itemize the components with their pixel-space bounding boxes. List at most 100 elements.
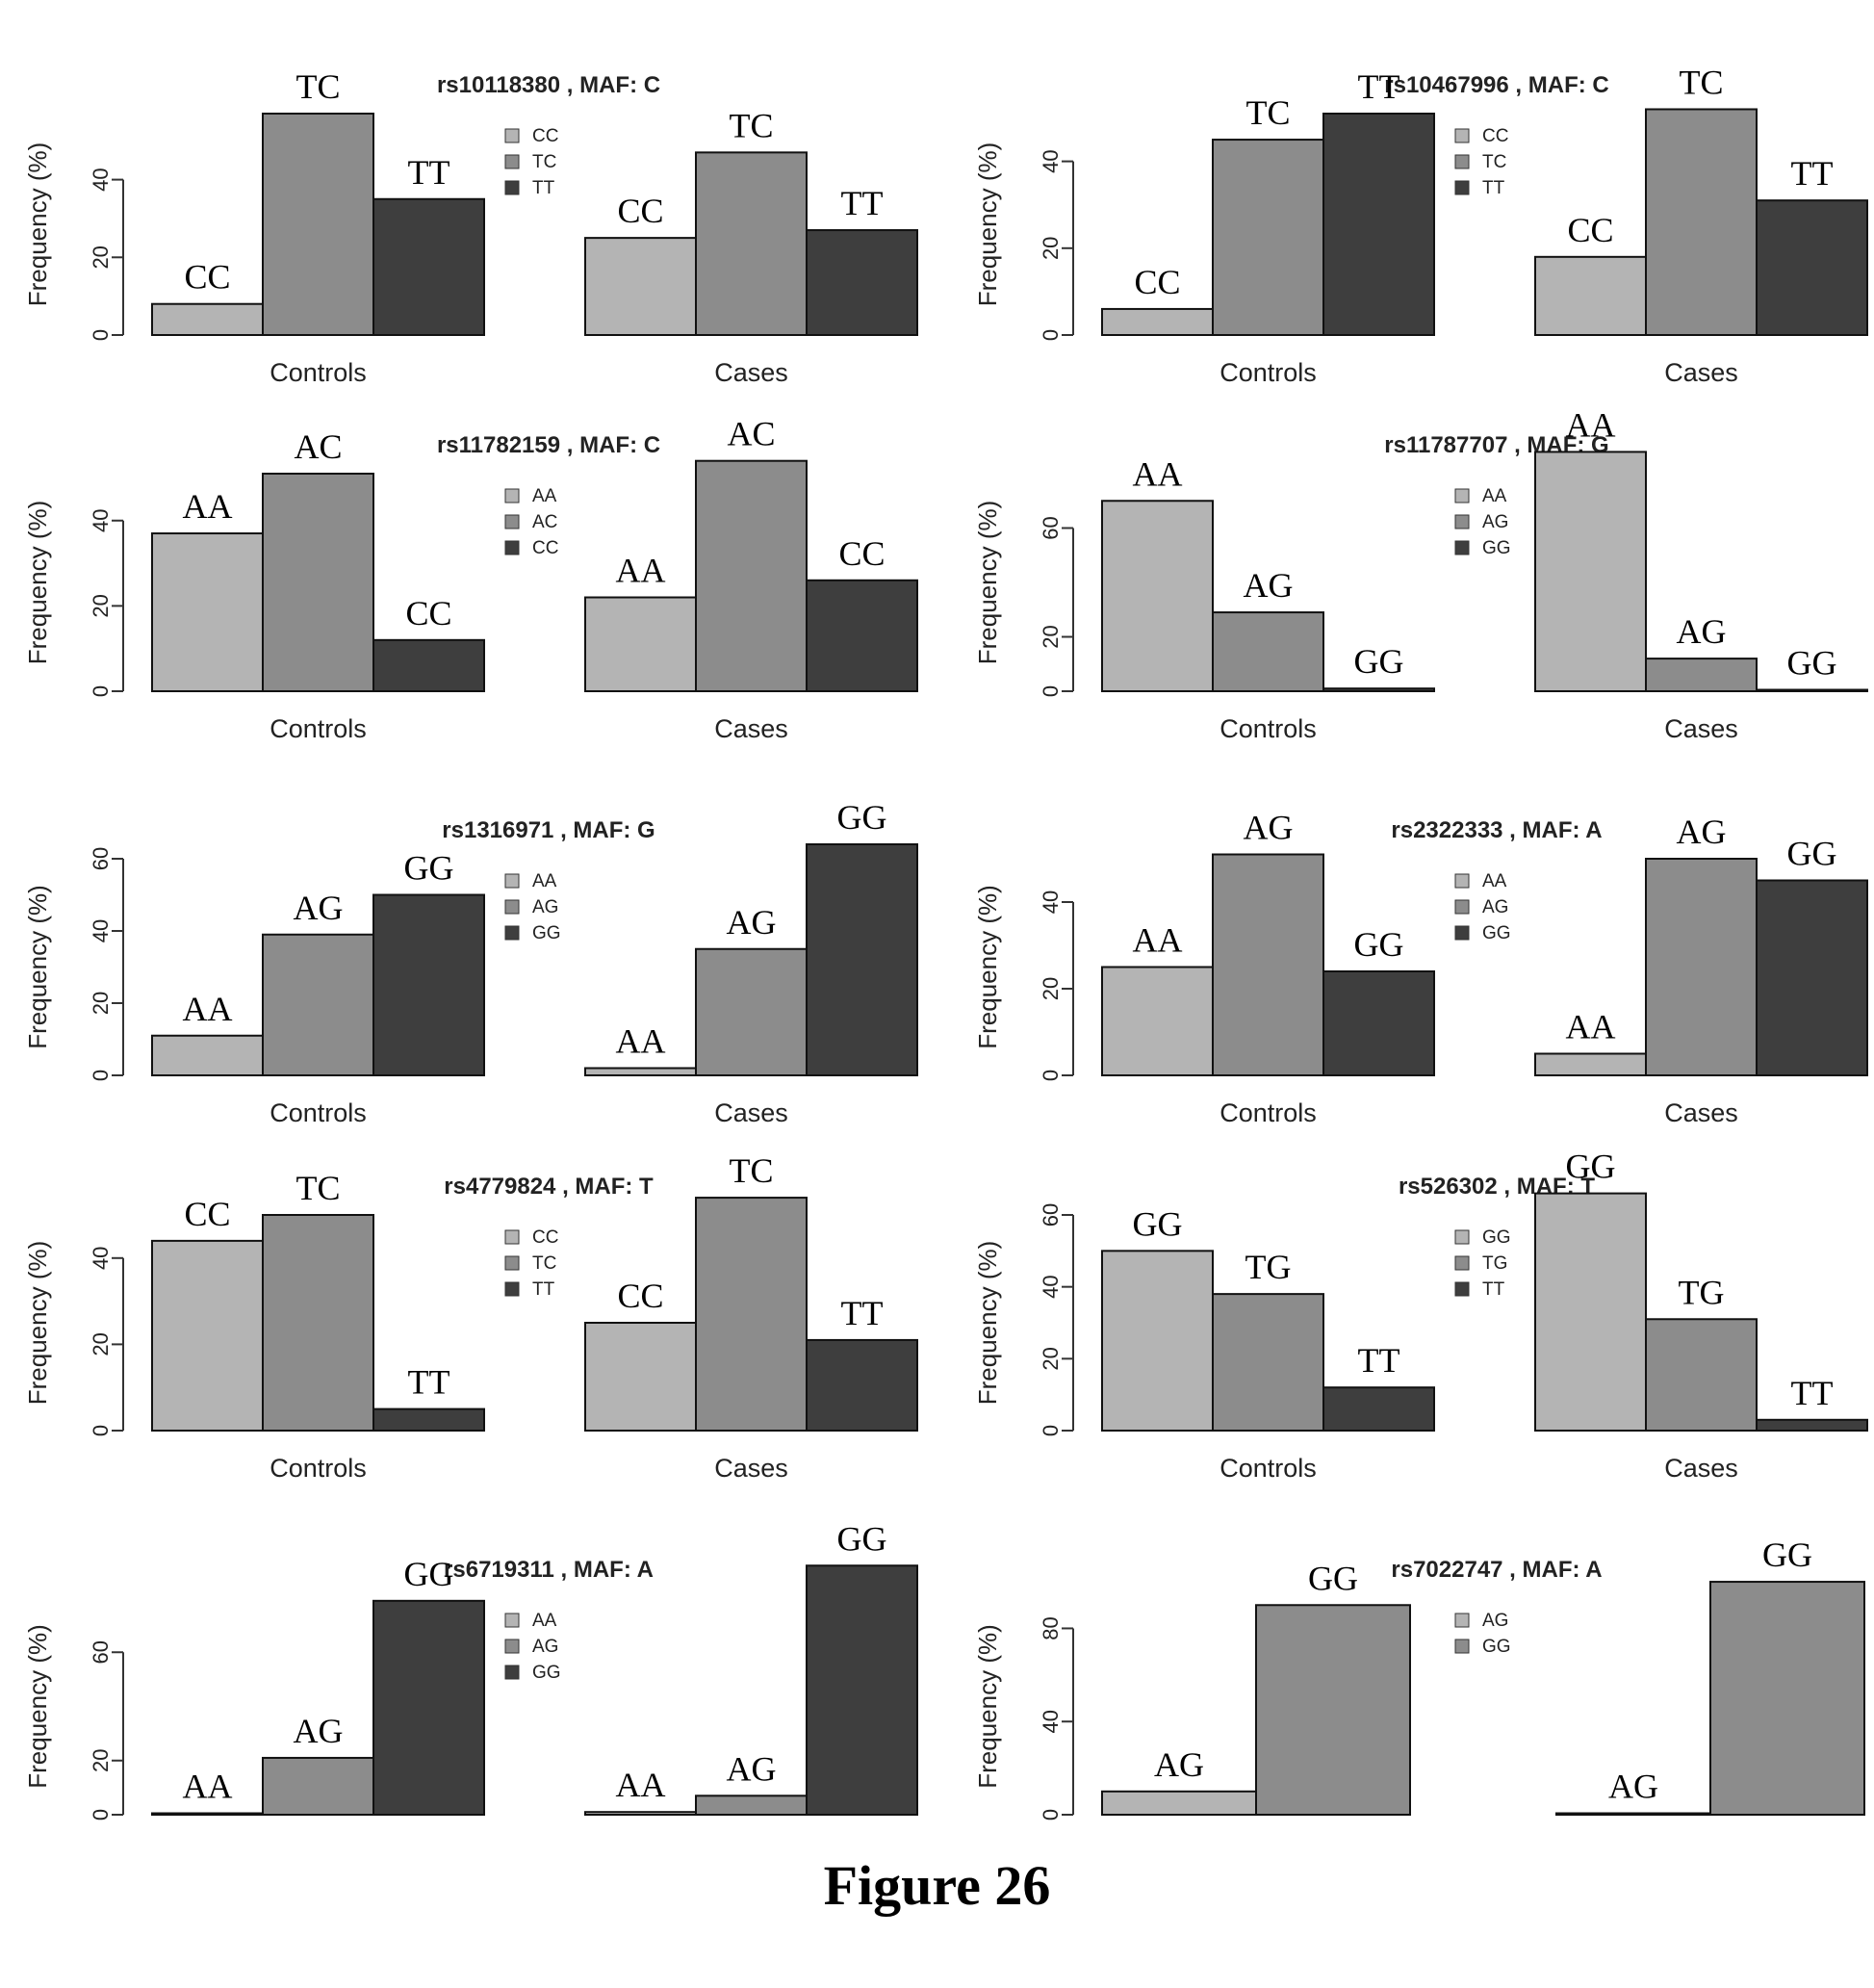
bar	[806, 843, 918, 1076]
bar	[151, 1239, 264, 1432]
bar-label: TC	[729, 1151, 773, 1190]
y-tick-label: 20	[89, 1749, 113, 1772]
y-axis-title: Frequency (%)	[973, 885, 1002, 1049]
bar	[806, 579, 918, 692]
bar	[584, 1322, 697, 1432]
y-tick-label: 60	[1039, 516, 1063, 539]
chart-panel-10: 0 40 80 Frequency (%) rs7022747 , MAF: A AG GG…	[973, 1536, 1865, 1820]
bar	[262, 1756, 374, 1816]
y-tick-label: 20	[1039, 625, 1063, 648]
legend-item-label: TC	[532, 1253, 556, 1274]
y-tick-label: 0	[1039, 329, 1063, 341]
bar-label: AA	[616, 1022, 666, 1061]
y-tick-label: 0	[1039, 685, 1063, 697]
bar-label: AC	[727, 415, 775, 453]
bar	[1534, 1052, 1647, 1076]
bar	[372, 893, 485, 1076]
legend-swatch	[1454, 899, 1470, 915]
bar-label: TG	[1679, 1273, 1725, 1311]
legend-item-label: AA	[532, 486, 557, 506]
bar	[262, 933, 374, 1076]
y-tick-label: 60	[89, 847, 113, 870]
bar-label: CC	[184, 258, 230, 297]
bar	[1555, 1812, 1711, 1816]
y-tick-label: 80	[1039, 1616, 1063, 1639]
y-tick-label: 20	[1039, 977, 1063, 1000]
bar-label: AA	[1133, 454, 1183, 493]
x-category-label: Cases	[714, 1454, 788, 1483]
y-axis-title: Frequency (%)	[973, 501, 1002, 665]
y-axis-title: Frequency (%)	[973, 142, 1002, 307]
y-tick-label: 0	[89, 329, 113, 341]
bar	[806, 1338, 918, 1433]
legend-swatch	[1454, 1613, 1470, 1628]
legend-item-label: CC	[532, 126, 558, 146]
bar	[262, 1214, 374, 1432]
bar-label: GG	[1354, 642, 1404, 681]
legend-item-label: CC	[1482, 126, 1508, 146]
legend-swatch	[504, 925, 520, 941]
x-category-label: Cases	[1664, 358, 1738, 387]
bar	[151, 1812, 264, 1816]
bar	[1212, 139, 1324, 336]
bar	[1101, 500, 1214, 692]
bar-label: AG	[727, 1749, 777, 1788]
legend-swatch	[504, 1665, 520, 1680]
figure-26: 0 20 40 Frequency (%) rs10118380 , MAF: C CC T…	[23, 63, 1868, 1820]
bar-label: AA	[1566, 405, 1616, 444]
y-tick-label: 0	[1039, 1425, 1063, 1436]
legend-swatch	[504, 1613, 520, 1628]
chart-panel-2: 0 20 40 Frequency (%) rs10467996 , MAF: C CC T…	[973, 63, 1868, 387]
legend-swatch	[1454, 1229, 1470, 1245]
bar-label: GG	[1133, 1204, 1183, 1243]
legend-item-label: GG	[532, 1663, 561, 1683]
legend-item-label: TT	[1482, 178, 1505, 198]
x-category-label: Cases	[714, 714, 788, 743]
y-tick-label: 20	[89, 1332, 113, 1355]
y-tick-label: 60	[89, 1640, 113, 1664]
bar-label: CC	[617, 192, 663, 230]
bar	[151, 1034, 264, 1076]
bar-label: AG	[1677, 612, 1727, 651]
bar-label: AA	[1133, 921, 1183, 960]
legend-item-label: AG	[1482, 897, 1508, 917]
bar-label: TT	[1358, 67, 1400, 106]
bar	[151, 532, 264, 693]
legend-item-label: GG	[1482, 1227, 1511, 1248]
y-tick-label: 20	[89, 594, 113, 617]
bar	[695, 459, 808, 692]
legend-item-label: TC	[532, 152, 556, 172]
legend-item-label: TT	[532, 178, 555, 198]
bar-label: AA	[616, 552, 666, 590]
y-axis-title: Frequency (%)	[973, 1624, 1002, 1789]
bar-label: GG	[1354, 925, 1404, 964]
bar-label: AA	[1566, 1008, 1616, 1046]
x-category-label: Controls	[1219, 714, 1317, 743]
panel-title: rs6719311 , MAF: A	[444, 1557, 654, 1583]
bar-label: AA	[183, 487, 233, 526]
bar	[1756, 1418, 1868, 1433]
bar	[695, 151, 808, 336]
bar	[584, 1811, 697, 1816]
y-tick-label: 40	[1039, 891, 1063, 914]
y-tick-label: 0	[1039, 1070, 1063, 1081]
legend-swatch	[504, 488, 520, 503]
bar	[584, 596, 697, 693]
panel-title: rs7022747 , MAF: A	[1391, 1557, 1602, 1583]
bar-label: TT	[1791, 1374, 1834, 1412]
bar-label: TT	[408, 153, 450, 192]
bar-label: CC	[617, 1277, 663, 1315]
bar-label: CC	[405, 594, 451, 633]
bar-label: TC	[1245, 93, 1290, 132]
bar-label: CC	[1134, 263, 1180, 301]
bar-label: GG	[1566, 1148, 1616, 1186]
bar	[806, 1564, 918, 1816]
bar-label: TC	[295, 67, 340, 106]
x-category-label: Controls	[1219, 1454, 1317, 1483]
legend-swatch	[504, 154, 520, 169]
y-tick-label: 0	[89, 1070, 113, 1081]
x-category-label: Controls	[1219, 1098, 1317, 1127]
bar	[1534, 255, 1647, 336]
